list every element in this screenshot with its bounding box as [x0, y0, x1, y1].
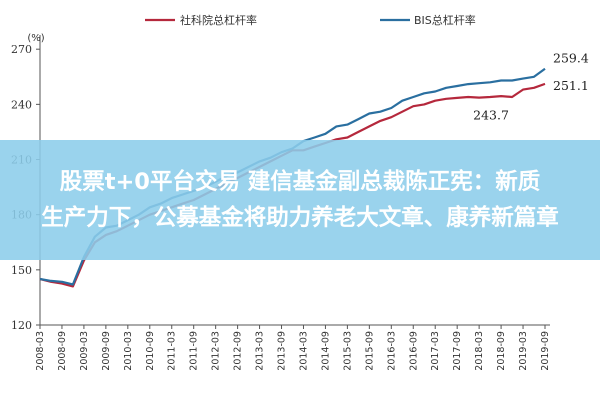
- x-tick-label: 2014-03: [298, 331, 309, 371]
- x-tick-label: 2017-03: [430, 331, 441, 371]
- x-tick-label: 2018-03: [474, 331, 485, 371]
- x-tick-label: 2014-09: [320, 331, 331, 371]
- x-tick-label: 2010-09: [145, 331, 156, 371]
- data-label: 251.1: [553, 78, 589, 93]
- y-tick-label: 150: [11, 264, 32, 277]
- data-label: 243.7: [473, 108, 509, 123]
- x-tick-label: 2016-03: [386, 331, 397, 371]
- x-tick-label: 2013-09: [277, 331, 288, 371]
- x-tick-label: 2015-03: [342, 331, 353, 371]
- x-tick-label: 2019-03: [518, 331, 529, 371]
- x-tick-label: 2009-09: [101, 331, 112, 371]
- x-tick-label: 2017-09: [452, 331, 463, 371]
- headline-line-2: 生产力下，公募基金将助力养老大文章、康养新篇章: [41, 205, 559, 231]
- x-tick-label: 2008-03: [35, 331, 46, 371]
- x-tick-label: 2018-09: [496, 331, 507, 371]
- x-tick-label: 2012-09: [233, 331, 244, 371]
- x-tick-label: 2019-09: [540, 331, 551, 371]
- x-tick-label: 2011-03: [167, 331, 178, 371]
- headline-line-1: 股票t+0平台交易 建信基金副总裁陈正宪：新质: [59, 169, 541, 195]
- x-tick-label: 2010-03: [123, 331, 134, 371]
- x-tick-label: 2008-09: [57, 331, 68, 371]
- legend-label: 社科院总杠杆率: [180, 13, 257, 27]
- legend-label: BIS总杠杆率: [414, 13, 476, 27]
- x-tick-label: 2015-09: [364, 331, 375, 371]
- headline-overlay: [0, 140, 600, 260]
- x-tick-label: 2009-03: [79, 331, 90, 371]
- x-tick-label: 2012-03: [211, 331, 222, 371]
- x-tick-label: 2011-09: [189, 331, 200, 371]
- x-tick-label: 2016-09: [408, 331, 419, 371]
- data-label: 259.4: [553, 51, 589, 66]
- y-tick-label: 120: [11, 319, 32, 332]
- y-tick-label: 270: [11, 43, 32, 56]
- x-tick-label: 2013-03: [255, 331, 266, 371]
- y-tick-label: 240: [11, 98, 32, 111]
- y-axis-label: (%): [27, 33, 44, 44]
